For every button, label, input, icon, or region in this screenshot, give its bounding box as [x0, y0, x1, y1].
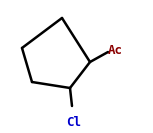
Text: Ac: Ac — [108, 43, 123, 57]
Text: Cl: Cl — [66, 116, 81, 129]
